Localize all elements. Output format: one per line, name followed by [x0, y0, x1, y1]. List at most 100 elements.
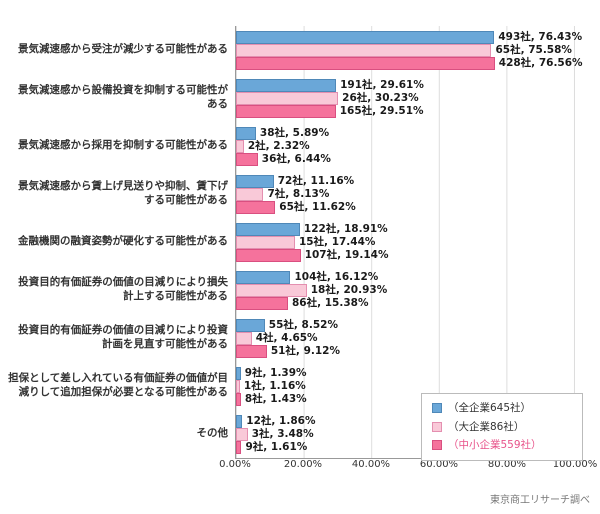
- bar-row: 18社, 20.93%: [236, 283, 574, 297]
- bar-value-label: 1社, 1.16%: [243, 379, 306, 392]
- bar-value-label: 65社, 75.58%: [495, 43, 572, 56]
- bar-value-label: 38社, 5.89%: [259, 126, 330, 139]
- bar-group: 493社, 76.43% 65社, 75.58% 428社, 76.56%: [236, 26, 583, 74]
- bar-row: 1社, 1.16%: [236, 379, 574, 393]
- bar-small-medium-companies: [236, 200, 276, 214]
- bar-small-medium-companies: [236, 152, 258, 166]
- bar-value-label: 65社, 11.62%: [279, 200, 356, 213]
- bar-row: 122社, 18.91%: [236, 222, 574, 236]
- bar-small-medium-companies: [236, 296, 288, 310]
- source-note: 東京商工リサーチ調べ: [490, 495, 590, 506]
- bar-value-label: 165社, 29.51%: [339, 104, 424, 117]
- bar-group: 104社, 16.12% 18社, 20.93% 86社, 15.38%: [236, 266, 574, 314]
- legend-label: （中小企業559社）: [448, 439, 542, 452]
- legend-item: （全企業645社）: [432, 402, 572, 415]
- bar-value-label: 2社, 2.32%: [247, 139, 310, 152]
- bar-chart: 景気減速感から受注が減少する可能性がある 景気減速感から設備投資を抑制する可能性が…: [8, 26, 583, 459]
- bar-row: 428社, 76.56%: [236, 56, 583, 70]
- category-label: 景気減速感から採用を抑制する可能性がある: [18, 139, 228, 152]
- legend-label: （大企業86社）: [448, 420, 525, 433]
- bar-row: 55社, 8.52%: [236, 318, 574, 332]
- legend-item: （大企業86社）: [432, 421, 572, 434]
- bar-value-label: 26社, 30.23%: [342, 91, 419, 104]
- legend-swatch: [432, 403, 442, 414]
- bar-value-label: 8社, 1.43%: [244, 392, 307, 405]
- bar-row: 493社, 76.43%: [236, 30, 582, 44]
- x-axis-tick: 20.00%: [283, 459, 323, 470]
- bar-value-label: 9社, 1.39%: [244, 366, 307, 379]
- bar-all-companies: [236, 270, 291, 284]
- bar-group: 38社, 5.89% 2社, 2.32% 36社, 6.44%: [236, 122, 574, 170]
- bar-row: 9社, 1.61%: [236, 440, 574, 454]
- legend-item: （中小企業559社）: [432, 439, 572, 452]
- bar-value-label: 51社, 9.12%: [270, 344, 340, 357]
- category-label: その他: [196, 427, 229, 440]
- bar-all-companies: [236, 222, 300, 236]
- category-labels: 景気減速感から受注が減少する可能性がある 景気減速感から設備投資を抑制する可能性が…: [8, 26, 235, 459]
- bar-row: 26社, 30.23%: [236, 91, 574, 105]
- bar-group: 122社, 18.91% 15社, 17.44% 107社, 19.14%: [236, 218, 574, 266]
- bar-all-companies: [236, 174, 274, 188]
- category-label: 投資目的有価証券の価値の目減りにより損失計上する可能性がある: [18, 276, 228, 302]
- bar-row: 51社, 9.12%: [236, 344, 574, 358]
- legend-label: （全企業645社）: [448, 402, 532, 414]
- x-axis-tick: 60.00%: [419, 459, 459, 470]
- bar-value-label: 55社, 8.52%: [268, 318, 338, 331]
- bar-value-label: 191社, 29.61%: [340, 78, 424, 91]
- bar-value-label: 7社, 8.13%: [267, 187, 330, 200]
- bar-row: 72社, 11.16%: [236, 174, 574, 188]
- bar-row: 107社, 19.14%: [236, 248, 574, 262]
- bar-value-label: 4社, 4.65%: [255, 331, 318, 344]
- bar-value-label: 3社, 3.48%: [251, 427, 314, 440]
- bar-value-label: 428社, 76.56%: [498, 56, 583, 69]
- category-label: 景気減速感から賃上げ見送りや抑制、賃下げする可能性がある: [18, 180, 228, 206]
- bar-group: 72社, 11.16% 7社, 8.13% 65社, 11.62%: [236, 170, 574, 218]
- bar-large-companies: [236, 139, 244, 153]
- bar-row: 65社, 75.58%: [236, 43, 574, 57]
- bar-all-companies: [236, 30, 495, 44]
- bar-small-medium-companies: [236, 56, 495, 70]
- bar-value-label: 18社, 20.93%: [310, 283, 388, 296]
- bar-large-companies: [236, 43, 492, 57]
- bar-small-medium-companies: [236, 344, 267, 358]
- bar-value-label: 493社, 76.43%: [498, 30, 583, 43]
- category-label: 金融機関の融資姿勢が硬化する可能性がある: [18, 235, 228, 248]
- bar-large-companies: [236, 379, 240, 393]
- bar-large-companies: [236, 427, 248, 441]
- x-axis-tick: 0.00%: [219, 459, 251, 470]
- bar-row: 3社, 3.48%: [236, 427, 574, 441]
- bar-small-medium-companies: [236, 248, 301, 262]
- bar-value-label: 9社, 1.61%: [245, 440, 308, 453]
- legend-swatch: [432, 440, 442, 451]
- bar-row: 36社, 6.44%: [236, 152, 574, 166]
- legend-swatch: [432, 421, 442, 432]
- bar-large-companies: [236, 91, 339, 105]
- bar-all-companies: [236, 126, 256, 140]
- bar-all-companies: [236, 414, 243, 428]
- bar-row: 9社, 1.39%: [236, 366, 574, 380]
- bar-value-label: 36社, 6.44%: [261, 152, 331, 165]
- legend: （全企業645社） （大企業86社） （中小企業559社）: [421, 393, 583, 461]
- x-axis: 0.00% 20.00% 40.00% 60.00% 80.00% 100.00%: [219, 459, 597, 473]
- bar-row: 15社, 17.44%: [236, 235, 574, 249]
- bar-value-label: 72社, 11.16%: [277, 174, 355, 187]
- bar-value-label: 12社, 1.86%: [246, 414, 316, 427]
- bar-row: 2社, 2.32%: [236, 139, 574, 153]
- bar-row: 165社, 29.51%: [236, 104, 574, 118]
- bar-all-companies: [236, 78, 337, 92]
- bar-row: 86社, 15.38%: [236, 296, 574, 310]
- category-label: 投資目的有価証券の価値の目減りにより投資計画を見直す可能性がある: [18, 324, 228, 350]
- x-axis-tick: 100.00%: [552, 459, 598, 470]
- x-axis-tick: 40.00%: [351, 459, 391, 470]
- category-label: 景気減速感から受注が減少する可能性がある: [18, 43, 228, 56]
- x-axis-tick: 80.00%: [487, 459, 527, 470]
- bar-group: 12社, 1.86% 3社, 3.48% 9社, 1.61%: [236, 410, 574, 458]
- bar-small-medium-companies: [236, 104, 336, 118]
- bar-value-label: 86社, 15.38%: [291, 296, 369, 309]
- bar-large-companies: [236, 235, 295, 249]
- bar-all-companies: [236, 366, 241, 380]
- bar-all-companies: [236, 318, 265, 332]
- bar-row: 191社, 29.61%: [236, 78, 574, 92]
- bar-group: 9社, 1.39% 1社, 1.16% 8社, 1.43%: [236, 362, 574, 410]
